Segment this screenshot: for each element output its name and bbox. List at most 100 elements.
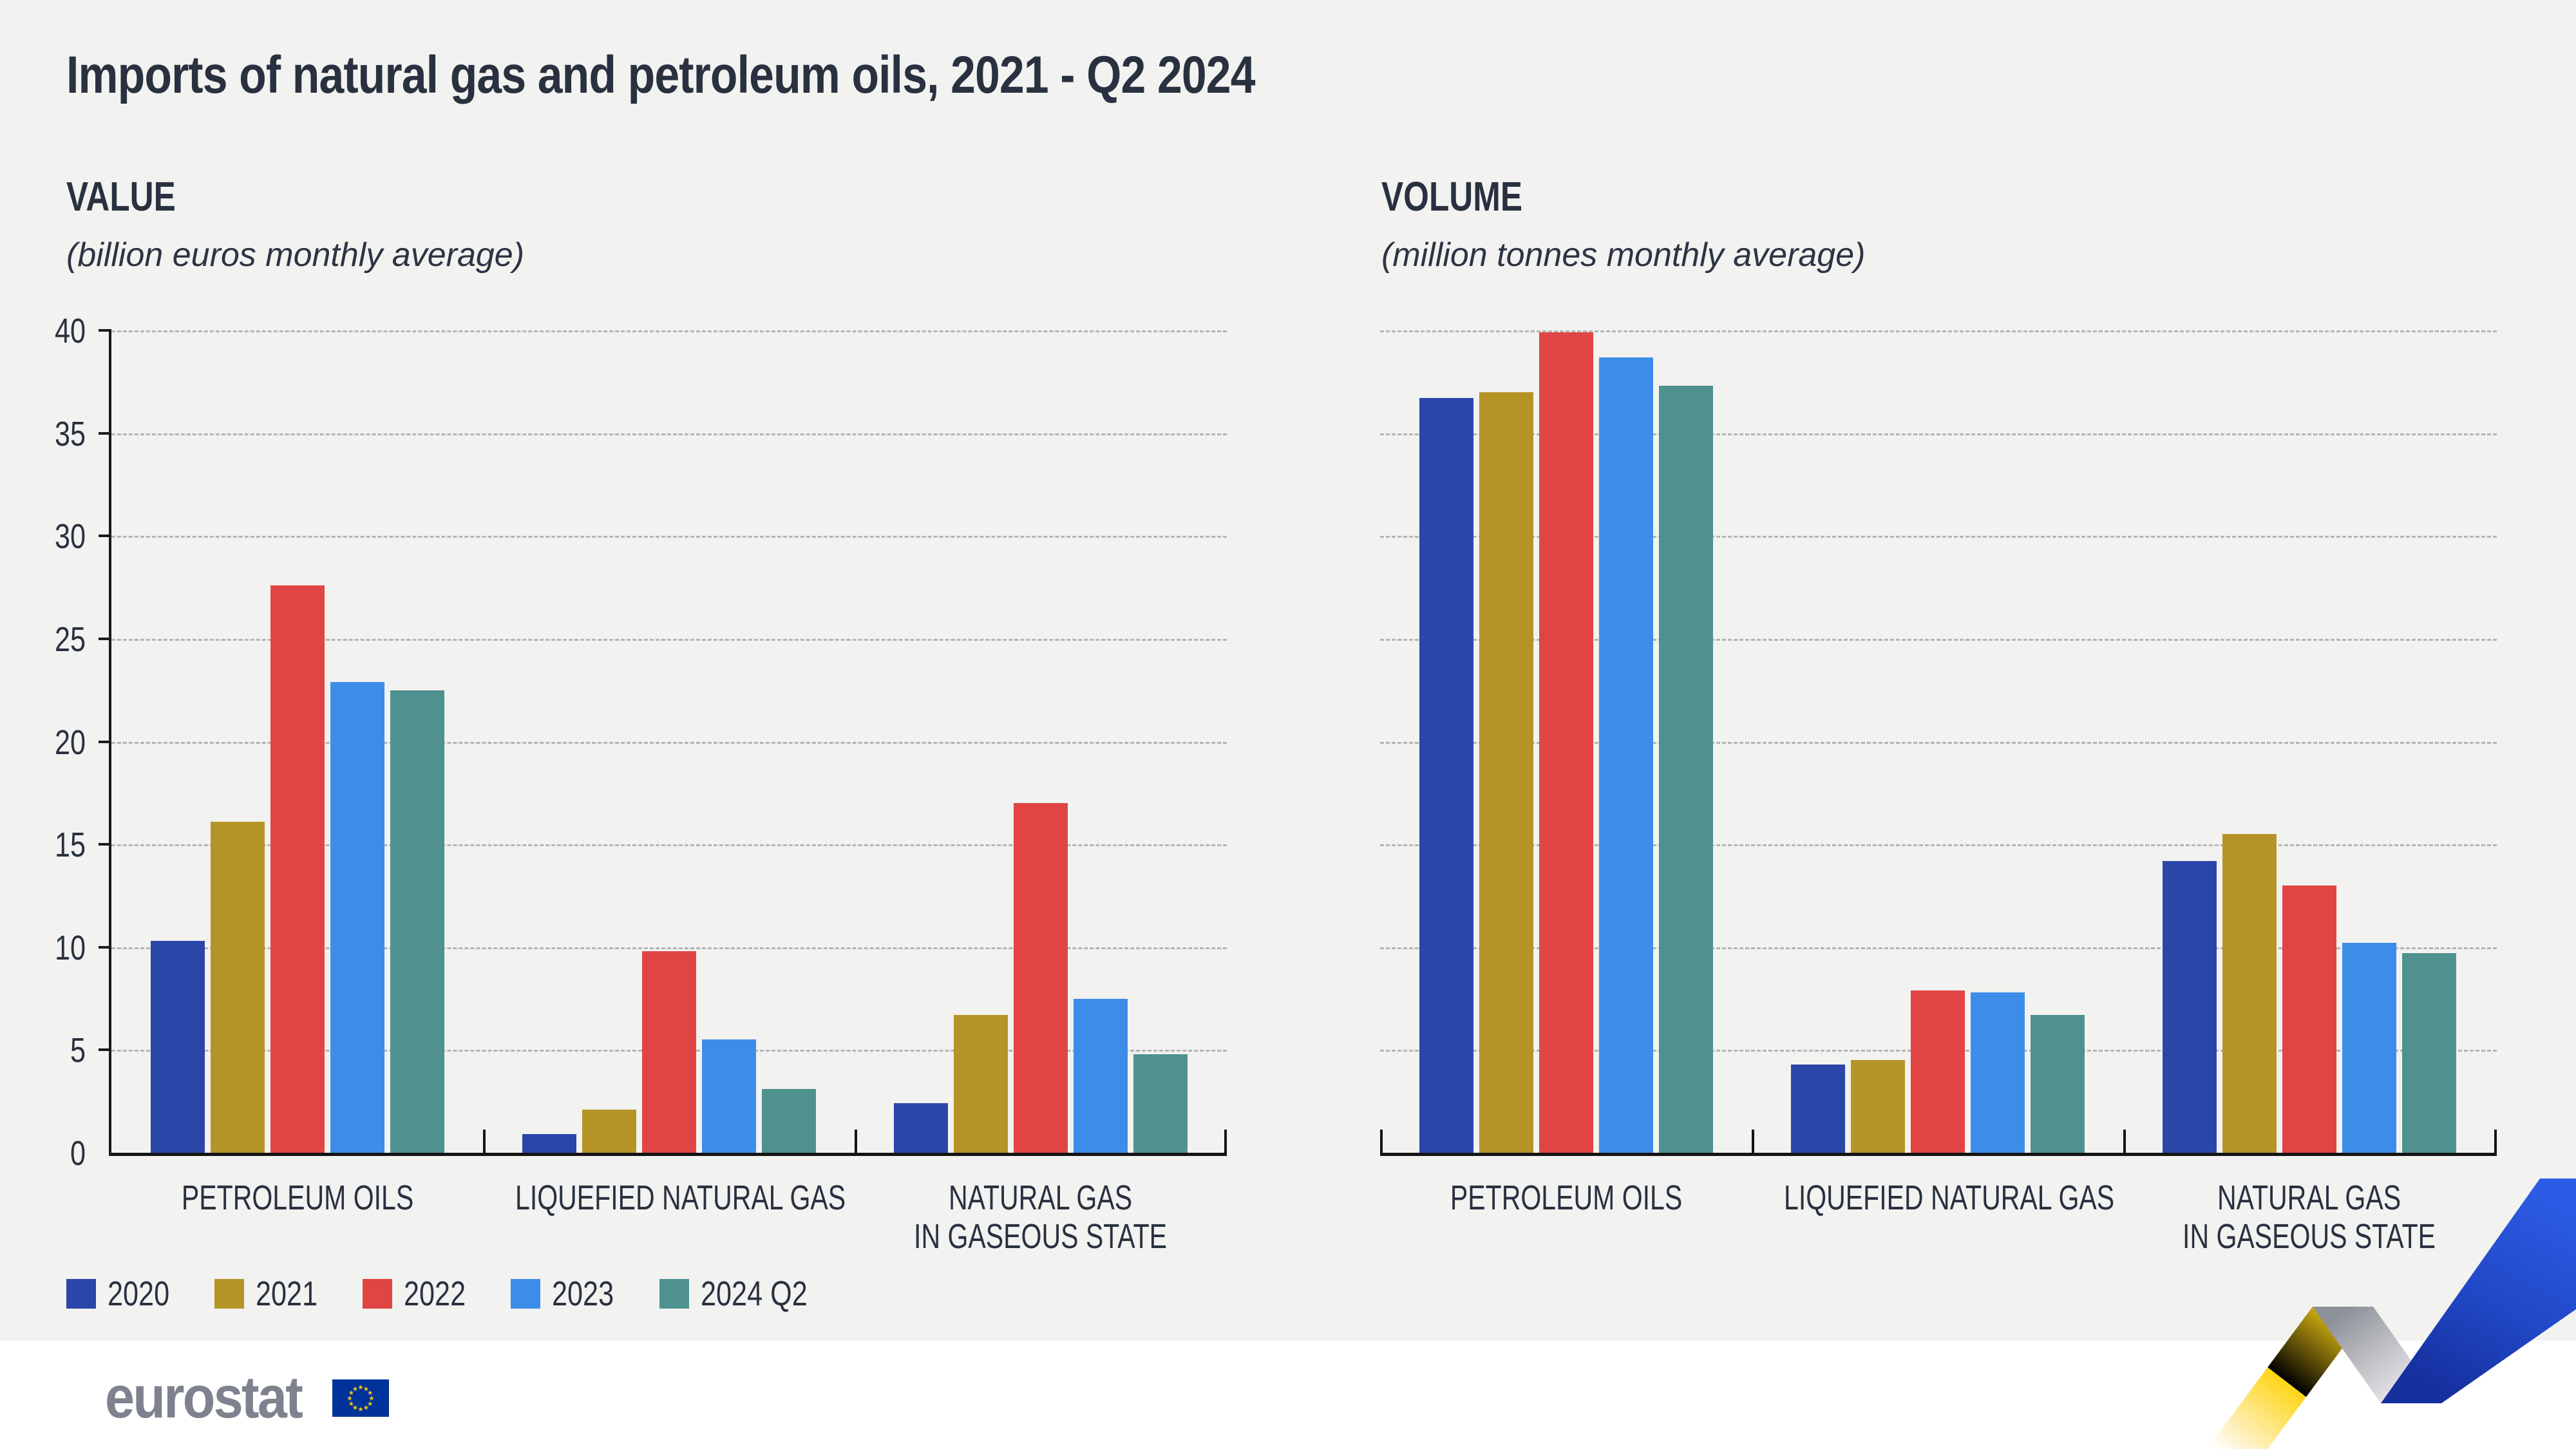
svg-text:★: ★ (348, 1390, 354, 1397)
svg-text:★: ★ (352, 1385, 358, 1392)
bar-2020-liquefied-natural-gas (1791, 1064, 1845, 1153)
value-panel-heading: VALUE (66, 173, 176, 220)
svg-text:★: ★ (352, 1405, 358, 1412)
legend-label: 2020 (108, 1274, 170, 1313)
svg-text:★: ★ (363, 1385, 369, 1392)
x-axis-tick (855, 1130, 857, 1153)
legend-label: 2024 Q2 (700, 1274, 808, 1313)
bar-2022-natural-gas (2282, 885, 2336, 1153)
bar-2021-liquefied-natural-gas (1851, 1060, 1905, 1153)
x-axis-tick (1380, 1130, 1383, 1153)
y-axis-label: 40 (54, 312, 86, 350)
bar-2023-petroleum-oils (330, 681, 384, 1153)
x-axis-tick (2123, 1130, 2126, 1153)
legend-item-2021: 2021 (214, 1274, 333, 1314)
y-axis-tick (99, 637, 109, 640)
bar-2021-petroleum-oils (211, 822, 265, 1153)
y-axis-label: 5 (70, 1031, 86, 1070)
bar-2020-petroleum-oils (151, 941, 205, 1153)
svg-text:★: ★ (348, 1401, 354, 1408)
bar-2022-petroleum-oils (270, 585, 325, 1153)
x-axis-tick (2494, 1130, 2497, 1153)
eurostat-logo: eurostat ★ ★ ★ ★ ★ ★ ★ ★ ★ ★ ★ ★ (105, 1364, 389, 1432)
gridline-10 (111, 947, 1227, 949)
bar-2021-natural-gas (2222, 834, 2277, 1153)
y-axis-label: 25 (54, 620, 86, 659)
gridline-40 (111, 330, 1227, 332)
svg-text:★: ★ (363, 1405, 369, 1412)
y-axis-label: 15 (54, 826, 86, 865)
bar-2023-natural-gas (2342, 943, 2396, 1153)
legend-swatch-icon (66, 1279, 96, 1309)
gridline-25 (111, 638, 1227, 641)
svg-text:★: ★ (357, 1406, 363, 1413)
page-title: Imports of natural gas and petroleum oil… (66, 46, 1255, 104)
y-axis-label: 0 (70, 1134, 86, 1173)
footer-band (0, 1341, 2576, 1449)
x-axis-tick (1752, 1130, 1754, 1153)
category-label: NATURAL GAS IN GASEOUS STATE (2183, 1179, 2436, 1256)
eurostat-logo-text: eurostat (105, 1365, 303, 1430)
y-axis-label: 10 (54, 928, 86, 967)
legend-label: 2021 (256, 1274, 318, 1313)
category-label: PETROLEUM OILS (181, 1179, 414, 1217)
volume-panel-subtitle: (million tonnes monthly average) (1381, 236, 1866, 274)
category-label: PETROLEUM OILS (1450, 1179, 1683, 1217)
gridline-35 (111, 433, 1227, 435)
volume-bar-chart: PETROLEUM OILS LIQUEFIED NATURAL GAS NATUR… (1380, 330, 2497, 1256)
legend-label: 2023 (552, 1274, 614, 1313)
y-axis-tick (99, 535, 109, 538)
value-panel-subtitle: (billion euros monthly average) (66, 236, 525, 274)
x-axis (111, 1153, 1227, 1156)
gridline-20 (111, 741, 1227, 744)
bar-2022-natural-gas (1014, 803, 1068, 1153)
legend-swatch-icon (363, 1279, 393, 1309)
y-axis-tick (99, 740, 109, 743)
bar-2020-petroleum-oils (1419, 398, 1473, 1153)
value-bar-chart: 0 5 10 15 20 25 30 35 40 PETROLEUM OILS LIQUEFIED … (55, 312, 1227, 1256)
legend-item-2022: 2022 (363, 1274, 481, 1314)
y-axis-label: 30 (54, 517, 86, 556)
gridline-40 (1380, 330, 2497, 332)
legend: 2020 2021 2022 2023 2024 Q2 (66, 1274, 834, 1314)
bar-2021-natural-gas (954, 1015, 1008, 1153)
gridline-10 (1380, 947, 2497, 949)
y-axis-tick (99, 945, 109, 949)
y-axis-tick (99, 843, 109, 846)
bar-2022-petroleum-oils (1539, 332, 1593, 1153)
gridline-20 (1380, 741, 2497, 744)
bar-2024q2-liquefied-natural-gas (762, 1089, 816, 1153)
bar-2023-liquefied-natural-gas (1971, 992, 2025, 1153)
bar-2022-liquefied-natural-gas (642, 951, 696, 1153)
bar-2020-liquefied-natural-gas (522, 1134, 576, 1153)
x-axis (1380, 1153, 2497, 1156)
gridline-15 (1380, 844, 2497, 847)
gridline-30 (1380, 536, 2497, 538)
svg-text:★: ★ (367, 1390, 373, 1397)
eu-flag-icon: ★ ★★★★★★★★★★★ (332, 1379, 389, 1417)
y-axis-tick (99, 1048, 109, 1052)
ribbon-decoration-icon (2207, 1179, 2576, 1449)
bar-2022-liquefied-natural-gas (1911, 990, 1965, 1153)
bar-2024q2-natural-gas (2402, 953, 2456, 1153)
legend-item-2024q2: 2024 Q2 (659, 1274, 834, 1314)
bar-2021-petroleum-oils (1479, 392, 1533, 1153)
bar-2020-natural-gas (2163, 860, 2217, 1153)
volume-panel-heading: VOLUME (1381, 173, 1523, 220)
category-label: LIQUEFIED NATURAL GAS (515, 1179, 846, 1217)
bar-2024q2-natural-gas (1133, 1054, 1188, 1153)
legend-item-2020: 2020 (66, 1274, 185, 1314)
svg-text:★: ★ (368, 1395, 374, 1402)
category-label: NATURAL GAS IN GASEOUS STATE (914, 1179, 1168, 1256)
bar-2023-petroleum-oils (1599, 357, 1653, 1153)
bar-2024q2-petroleum-oils (1659, 386, 1713, 1153)
x-axis-tick (483, 1130, 486, 1153)
legend-swatch-icon (511, 1279, 541, 1309)
legend-swatch-icon (659, 1279, 689, 1309)
bar-2024q2-petroleum-oils (390, 690, 444, 1153)
y-axis-label: 20 (54, 723, 86, 762)
bar-2020-natural-gas (894, 1103, 948, 1153)
y-axis-tick (99, 329, 109, 332)
bar-2021-liquefied-natural-gas (582, 1109, 636, 1153)
